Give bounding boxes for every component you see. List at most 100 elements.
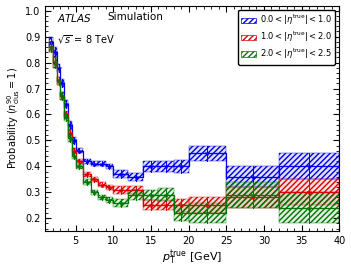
- Text: Simulation: Simulation: [107, 12, 163, 22]
- Bar: [279, 192, 339, 223]
- Bar: [173, 205, 188, 221]
- Bar: [106, 197, 113, 203]
- Bar: [72, 136, 75, 144]
- Bar: [60, 93, 64, 100]
- X-axis label: $p_{\mathrm{T}}^{\mathrm{true}}$ [GeV]: $p_{\mathrm{T}}^{\mathrm{true}}$ [GeV]: [162, 249, 223, 268]
- Bar: [158, 161, 173, 171]
- Bar: [49, 37, 53, 47]
- Bar: [75, 159, 83, 164]
- Bar: [106, 185, 113, 190]
- Bar: [226, 182, 279, 208]
- Bar: [106, 197, 113, 203]
- Bar: [173, 160, 188, 173]
- Bar: [75, 164, 83, 169]
- Bar: [91, 177, 98, 182]
- Bar: [173, 160, 188, 173]
- Bar: [53, 57, 57, 68]
- Bar: [53, 57, 57, 68]
- Bar: [128, 173, 143, 181]
- Bar: [188, 146, 226, 161]
- Bar: [57, 77, 60, 85]
- Bar: [91, 177, 98, 182]
- Bar: [188, 197, 226, 213]
- Bar: [188, 203, 226, 223]
- Bar: [72, 148, 75, 153]
- Bar: [128, 190, 143, 200]
- Bar: [49, 42, 53, 52]
- Bar: [60, 93, 64, 100]
- Bar: [113, 199, 128, 207]
- Bar: [98, 195, 106, 200]
- Bar: [188, 146, 226, 161]
- Bar: [53, 47, 57, 57]
- Bar: [75, 148, 83, 153]
- Bar: [83, 159, 91, 164]
- Bar: [113, 170, 128, 178]
- Bar: [173, 205, 188, 221]
- Bar: [68, 134, 72, 142]
- Bar: [98, 182, 106, 187]
- Bar: [91, 161, 98, 166]
- Bar: [113, 186, 128, 194]
- Bar: [72, 136, 75, 144]
- Bar: [57, 64, 60, 72]
- Bar: [83, 171, 91, 177]
- Bar: [98, 195, 106, 200]
- Bar: [279, 179, 339, 205]
- Bar: [279, 179, 339, 205]
- Bar: [83, 171, 91, 177]
- Bar: [53, 57, 57, 68]
- Bar: [226, 182, 279, 208]
- Bar: [279, 192, 339, 223]
- Text: $\sqrt{s}$ = 8 TeV: $\sqrt{s}$ = 8 TeV: [57, 34, 115, 46]
- Bar: [113, 199, 128, 207]
- Bar: [68, 121, 72, 129]
- Bar: [279, 153, 339, 179]
- Bar: [226, 166, 279, 187]
- Y-axis label: Probability ($n_{\mathrm{clus}}^{90}=1$): Probability ($n_{\mathrm{clus}}^{90}=1$): [6, 67, 22, 169]
- Legend: $0.0<|\eta^{\mathrm{true}}|<1.0$, $1.0<|\eta^{\mathrm{true}}|<2.0$, $2.0<|\eta^{: $0.0<|\eta^{\mathrm{true}}|<1.0$, $1.0<|…: [238, 10, 335, 65]
- Bar: [72, 148, 75, 153]
- Bar: [60, 93, 64, 100]
- Bar: [64, 100, 68, 108]
- Bar: [49, 42, 53, 52]
- Bar: [64, 113, 68, 121]
- Bar: [91, 161, 98, 166]
- Bar: [143, 161, 158, 171]
- Bar: [68, 129, 72, 136]
- Bar: [188, 203, 226, 223]
- Bar: [158, 200, 173, 210]
- Bar: [128, 186, 143, 194]
- Bar: [98, 161, 106, 166]
- Bar: [226, 187, 279, 208]
- Bar: [106, 164, 113, 169]
- Bar: [57, 64, 60, 72]
- Bar: [113, 186, 128, 194]
- Bar: [64, 111, 68, 118]
- Bar: [226, 166, 279, 187]
- Bar: [60, 79, 64, 87]
- Bar: [64, 113, 68, 121]
- Bar: [60, 79, 64, 87]
- Bar: [60, 93, 64, 100]
- Bar: [49, 42, 53, 52]
- Bar: [68, 129, 72, 136]
- Bar: [113, 170, 128, 178]
- Text: $\it{ATLAS}$: $\it{ATLAS}$: [57, 12, 92, 24]
- Bar: [106, 185, 113, 190]
- Bar: [173, 199, 188, 212]
- Bar: [83, 179, 91, 185]
- Bar: [188, 197, 226, 213]
- Bar: [226, 187, 279, 208]
- Bar: [143, 200, 158, 210]
- Bar: [143, 190, 158, 200]
- Bar: [75, 148, 83, 153]
- Bar: [91, 190, 98, 195]
- Bar: [128, 173, 143, 181]
- Bar: [64, 100, 68, 108]
- Bar: [64, 111, 68, 118]
- Bar: [57, 77, 60, 85]
- Bar: [53, 47, 57, 57]
- Bar: [173, 199, 188, 212]
- Bar: [75, 164, 83, 169]
